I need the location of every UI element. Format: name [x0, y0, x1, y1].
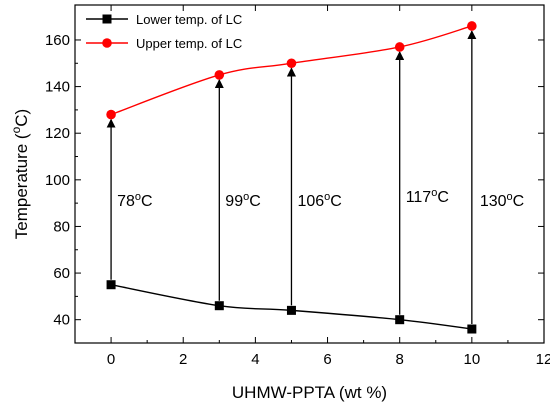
- temperature-difference-label: 117oC: [406, 187, 449, 206]
- temperature-difference-label: 130oC: [480, 191, 524, 210]
- data-point: [106, 280, 116, 290]
- legend-marker: [102, 14, 112, 24]
- x-tick-label: 10: [464, 351, 481, 368]
- y-tick-label: 120: [45, 125, 70, 142]
- data-point: [394, 42, 405, 52]
- data-point: [214, 70, 225, 80]
- data-point: [395, 315, 405, 325]
- y-tick-label: 100: [45, 172, 70, 189]
- axis-ticks: 0 2 4 6 8 10 12 40 60 80 100 120 140 160: [45, 5, 550, 368]
- x-tick-label: 6: [323, 351, 331, 368]
- x-tick-label: 4: [251, 351, 259, 368]
- temperature-span-arrows: [106, 30, 477, 325]
- series-lines: [106, 21, 477, 334]
- y-tick-label: 80: [53, 218, 70, 235]
- data-point: [214, 301, 224, 311]
- temperature-difference-label: 78oC: [117, 191, 152, 210]
- y-tick-label: 40: [53, 312, 70, 329]
- y-tick-label: 60: [53, 265, 70, 282]
- x-tick-label: 12: [536, 351, 550, 368]
- plot-frame: [74, 4, 545, 344]
- y-tick-label: 160: [45, 32, 70, 49]
- data-point: [467, 324, 477, 334]
- y-tick-label: 140: [45, 79, 70, 96]
- legend-marker: [102, 38, 112, 48]
- x-tick-label: 2: [179, 351, 187, 368]
- data-point: [286, 58, 297, 69]
- annotation-labels: 78oC 99oC 106oC 117oC 130oC: [117, 187, 524, 210]
- x-axis-label: UHMW-PPTA (wt %): [232, 383, 387, 402]
- legend-label: Upper temp. of LC: [136, 36, 242, 51]
- temperature-difference-label: 106oC: [297, 191, 341, 210]
- data-point: [106, 109, 116, 120]
- x-tick-label: 8: [396, 351, 404, 368]
- data-point: [467, 21, 477, 31]
- x-tick-label: 0: [107, 351, 115, 368]
- temperature-difference-label: 99oC: [225, 191, 260, 210]
- legend-label: Lower temp. of LC: [136, 12, 242, 27]
- legend: Lower temp. of LC Upper temp. of LC: [86, 12, 242, 51]
- data-point: [286, 305, 296, 315]
- y-axis-label: Temperature (oC): [9, 109, 31, 239]
